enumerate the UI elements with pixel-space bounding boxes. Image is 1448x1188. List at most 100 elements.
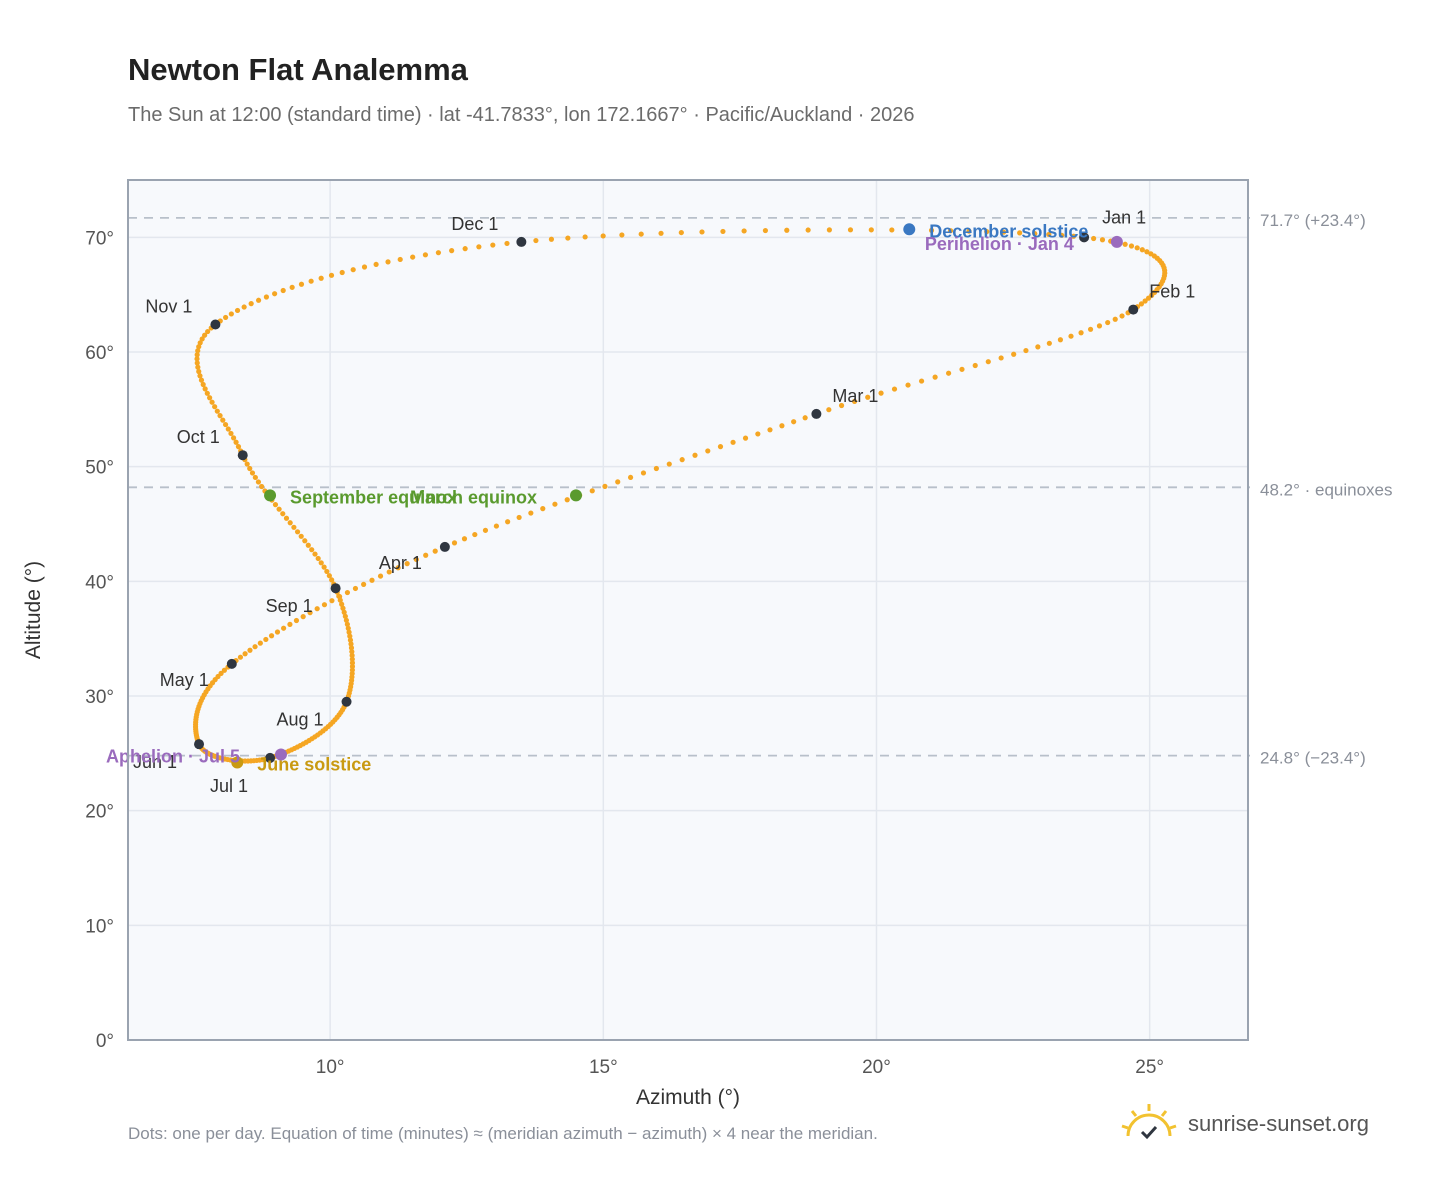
month-marker [265,752,276,763]
daily-dot [276,506,282,512]
daily-dot [341,609,347,615]
daily-dot [222,421,229,428]
daily-dot [314,606,320,612]
month-marker [811,408,822,419]
daily-dot [600,233,606,239]
daily-dot [451,540,458,546]
daily-dot [340,605,346,611]
daily-dot [361,581,367,587]
month-label: Feb 1 [1149,282,1195,302]
daily-dot [247,647,253,653]
daily-dot [212,404,218,410]
y-tick-label: 50° [85,458,114,479]
daily-dot [1046,231,1052,238]
daily-dot [349,656,355,662]
daily-dot [348,645,355,651]
daily-dot [1099,237,1106,243]
daily-dot [462,246,468,252]
daily-dot [640,470,647,476]
daily-dot [228,311,234,317]
y-axis-label: Altitude (°) [22,561,45,659]
daily-dot [259,483,265,490]
daily-dot [209,399,215,405]
month-marker [1079,232,1090,243]
daily-dot [730,439,736,445]
daily-dot [552,501,558,507]
daily-dot [582,234,588,240]
daily-dot [826,407,832,413]
axes: 10° 15° 20° 25° 0° 10° 20° 30° 40° 50° 60° 70° Azimu… [22,179,1249,1109]
daily-dot [252,474,258,481]
plot-background [128,180,1248,1040]
june_solstice-marker [231,756,244,769]
daily-dot [386,569,392,575]
daily-dot [349,652,355,659]
daily-dot [198,377,205,383]
daily-dot [540,506,546,512]
daily-dot [377,573,384,579]
daily-dot [342,613,348,619]
daily-dot [1057,337,1064,343]
daily-dot [432,548,438,554]
daily-dot [847,227,854,233]
daily-dot [385,259,391,265]
y-tick-label: 20° [85,802,114,823]
daily-dot [373,261,379,268]
brand[interactable]: sunrise-sunset.org [1120,1100,1369,1148]
daily-dot [717,444,724,450]
daily-dot [257,640,263,646]
daily-dot [204,390,210,396]
month-marker [226,658,237,669]
daily-dot [247,465,253,472]
daily-dot [779,423,785,429]
daily-dot [230,435,237,441]
daily-dot [344,621,350,627]
plot-area [128,180,1248,1040]
daily-dot [692,452,698,458]
daily-dot [627,474,634,481]
daily-dot [343,617,350,623]
x-tick-label: 15° [589,1057,618,1078]
daily-dot [272,291,278,297]
daily-dot [891,386,898,392]
daily-dot [289,284,295,290]
daily-dot [404,561,410,567]
month-label: Oct 1 [177,427,220,447]
daily-dot [349,649,355,655]
daily-dot [589,488,595,494]
daily-dot [337,597,343,603]
daily-dot [1068,333,1074,339]
daily-dot [653,465,659,472]
daily-dot [615,479,621,485]
daily-dot [214,408,220,414]
daily-dot [679,457,685,463]
daily-dot [345,625,351,631]
daily-dot [1023,347,1029,354]
x-tick-label: 25° [1135,1057,1164,1078]
daily-dot [223,314,229,321]
daily-dot [998,355,1004,361]
daily-dot [308,278,314,284]
daily-dot [490,242,496,248]
daily-dot [1105,319,1111,326]
daily-dot [838,402,845,409]
daily-dot [255,479,262,485]
daily-dot [959,366,965,372]
daily-dot [237,654,244,660]
daily-dot [347,633,353,639]
daily-dot [1035,344,1041,350]
daily-dot [413,556,419,563]
daily-dot [928,227,935,233]
daily-dot [339,269,345,276]
daily-dot [1142,298,1148,304]
daily-dot [228,430,234,437]
daily-dot [346,629,352,635]
daily-dot [1128,243,1135,249]
daily-dot [324,568,330,575]
daily-dot [195,348,201,354]
daily-dot [321,564,327,570]
daily-dot [318,275,324,281]
daily-dot [339,601,345,607]
